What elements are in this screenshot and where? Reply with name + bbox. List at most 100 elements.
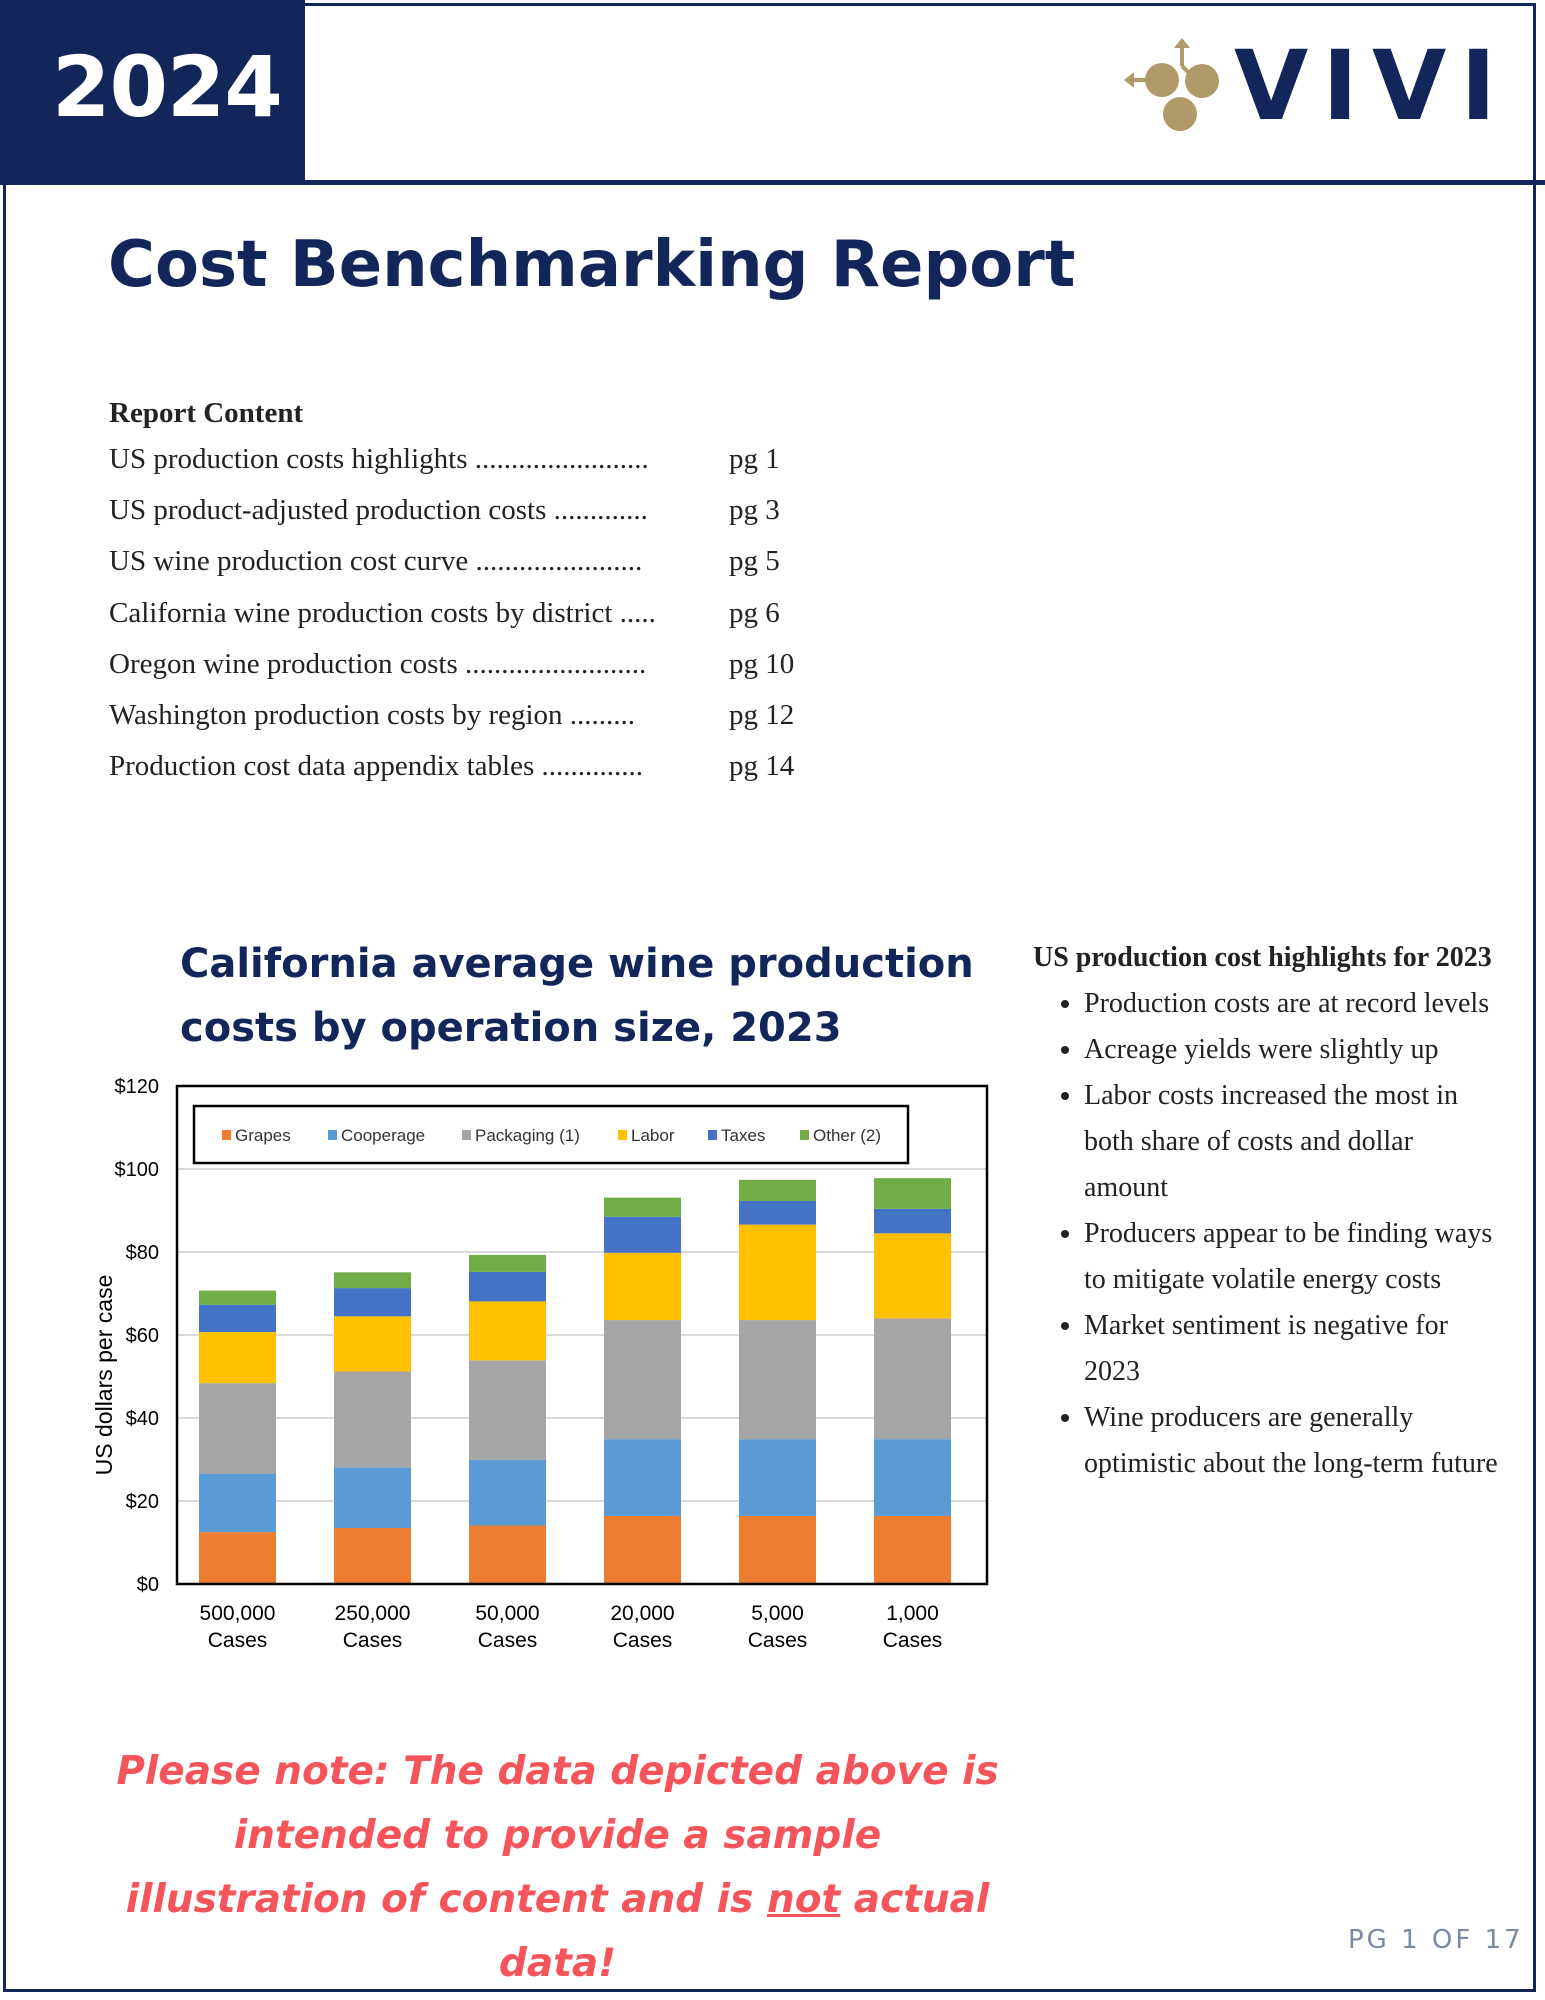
highlight-item: Wine producers are generally optimistic … — [1084, 1395, 1503, 1487]
bar-segment-packaging — [334, 1371, 411, 1468]
note-text: Please note: The data depicted above is … — [116, 1749, 999, 1922]
y-tick-label: $100 — [115, 1159, 160, 1181]
y-axis-label: US dollars per case — [91, 1275, 117, 1476]
toc-item-label: California wine production costs by dist… — [109, 596, 656, 629]
toc-item-label: Washington production costs by region ..… — [109, 698, 636, 731]
toc-heading: Report Content — [109, 397, 304, 429]
vivi-logo: VIVI — [1122, 30, 1496, 142]
bar-segment-taxes — [199, 1304, 276, 1333]
legend-box — [192, 1104, 910, 1165]
page-title: Cost Benchmarking Report — [108, 228, 1076, 302]
legend-label: Other (2) — [813, 1126, 881, 1145]
highlight-item: Labor costs increased the most in both s… — [1084, 1073, 1503, 1211]
header-divider — [0, 180, 1545, 185]
toc-item-page: pg 10 — [729, 647, 795, 680]
toc-item-page: pg 3 — [729, 494, 780, 527]
bar-segment-taxes — [739, 1200, 816, 1225]
disclaimer-note: Please note: The data depicted above is … — [110, 1740, 1005, 1996]
legend-label: Grapes — [235, 1126, 291, 1145]
toc-item[interactable]: US product-adjusted production costs ...… — [109, 485, 809, 536]
bar-segment-grapes — [469, 1525, 546, 1584]
toc-item[interactable]: US wine production cost curve ..........… — [109, 536, 809, 587]
bar-segment-cooperage — [739, 1439, 816, 1516]
toc-item-page: pg 1 — [729, 443, 780, 475]
x-tick-label: 5,000 — [751, 1602, 804, 1625]
x-tick-label: Cases — [343, 1629, 403, 1652]
x-tick-label: Cases — [748, 1629, 808, 1652]
bar-segment-packaging — [739, 1320, 816, 1440]
bar-segment-grapes — [874, 1515, 951, 1584]
toc-item-page: pg 5 — [729, 545, 780, 578]
bar-segment-other — [334, 1272, 411, 1289]
bar-segment-cooperage — [604, 1439, 681, 1516]
bar-segment-labor — [604, 1252, 681, 1321]
highlight-item: Acreage yields were slightly up — [1084, 1027, 1503, 1073]
legend-label: Labor — [631, 1126, 675, 1145]
note-emphasis: not — [766, 1877, 841, 1922]
legend-swatch — [328, 1130, 337, 1140]
toc-item[interactable]: Oregon wine production costs ...........… — [109, 639, 809, 690]
legend-swatch — [708, 1130, 717, 1140]
chart-title: California average wine production costs… — [180, 932, 974, 1060]
grape-cluster-icon — [1124, 38, 1219, 131]
report-year: 2024 — [52, 38, 283, 136]
bar-segment-other — [739, 1179, 816, 1201]
toc-item-page: pg 6 — [729, 596, 780, 629]
toc-item-page: pg 12 — [729, 698, 795, 731]
legend-swatch — [222, 1130, 231, 1140]
bar-segment-grapes — [604, 1515, 681, 1584]
y-tick-label: $40 — [126, 1408, 159, 1430]
toc-item[interactable]: Production cost data appendix tables ...… — [109, 741, 809, 792]
bar-segment-grapes — [334, 1527, 411, 1584]
highlights-list: Production costs are at record levelsAcr… — [1033, 981, 1503, 1487]
highlight-item: Producers appear to be finding ways to m… — [1084, 1211, 1503, 1303]
bar-segment-taxes — [334, 1288, 411, 1317]
toc-item-page: pg 14 — [729, 750, 795, 783]
bar-segment-packaging — [469, 1360, 546, 1460]
bar-segment-cooperage — [199, 1473, 276, 1533]
legend-swatch — [800, 1130, 809, 1140]
bar-segment-other — [604, 1197, 681, 1217]
highlights-panel: US production cost highlights for 2023 P… — [1033, 935, 1503, 1487]
legend-label: Cooperage — [341, 1126, 425, 1145]
chart-title-line-1: California average wine production — [180, 941, 974, 987]
x-tick-label: Cases — [883, 1629, 943, 1652]
toc-item[interactable]: California wine production costs by dist… — [109, 588, 809, 639]
year-banner: 2024 — [0, 0, 305, 183]
x-tick-label: 250,000 — [335, 1602, 411, 1625]
bar-segment-labor — [334, 1316, 411, 1372]
x-tick-label: Cases — [208, 1629, 268, 1652]
x-tick-label: 50,000 — [475, 1602, 539, 1625]
y-tick-label: $80 — [126, 1242, 159, 1264]
x-tick-label: 500,000 — [200, 1602, 276, 1625]
bar-segment-labor — [199, 1332, 276, 1384]
chart-title-line-2: costs by operation size, 2023 — [180, 1005, 842, 1051]
toc-item[interactable]: US production costs highlights .........… — [109, 434, 809, 485]
legend-label: Packaging (1) — [475, 1126, 580, 1145]
y-tick-label: $120 — [115, 1076, 160, 1098]
y-tick-label: $60 — [126, 1325, 159, 1347]
toc-item-label: Oregon wine production costs ...........… — [109, 647, 647, 680]
toc-item-label: Production cost data appendix tables ...… — [109, 750, 643, 783]
highlight-item: Production costs are at record levels — [1084, 981, 1503, 1027]
table-of-contents: Report Content US production costs highl… — [109, 392, 809, 792]
highlight-item: Market sentiment is negative for 2023 — [1084, 1303, 1503, 1395]
x-tick-label: Cases — [613, 1629, 673, 1652]
toc-item[interactable]: Washington production costs by region ..… — [109, 690, 809, 741]
note-text-end: actual data! — [499, 1877, 990, 1986]
bar-segment-labor — [874, 1233, 951, 1319]
legend-swatch — [618, 1130, 627, 1140]
bar-segment-packaging — [199, 1383, 276, 1474]
bar-segment-grapes — [739, 1515, 816, 1584]
plot-area-border — [175, 1084, 989, 1586]
bar-segment-taxes — [874, 1208, 951, 1234]
bar-segment-cooperage — [334, 1467, 411, 1528]
bar-segment-packaging — [874, 1318, 951, 1440]
legend-swatch — [462, 1130, 471, 1140]
bar-segment-other — [874, 1178, 951, 1209]
bar-segment-labor — [739, 1224, 816, 1321]
x-tick-label: 1,000 — [886, 1602, 939, 1625]
page-number: PG 1 OF 17 — [1348, 1925, 1524, 1955]
x-tick-label: Cases — [478, 1629, 538, 1652]
toc-item-label: US product-adjusted production costs ...… — [109, 494, 648, 527]
